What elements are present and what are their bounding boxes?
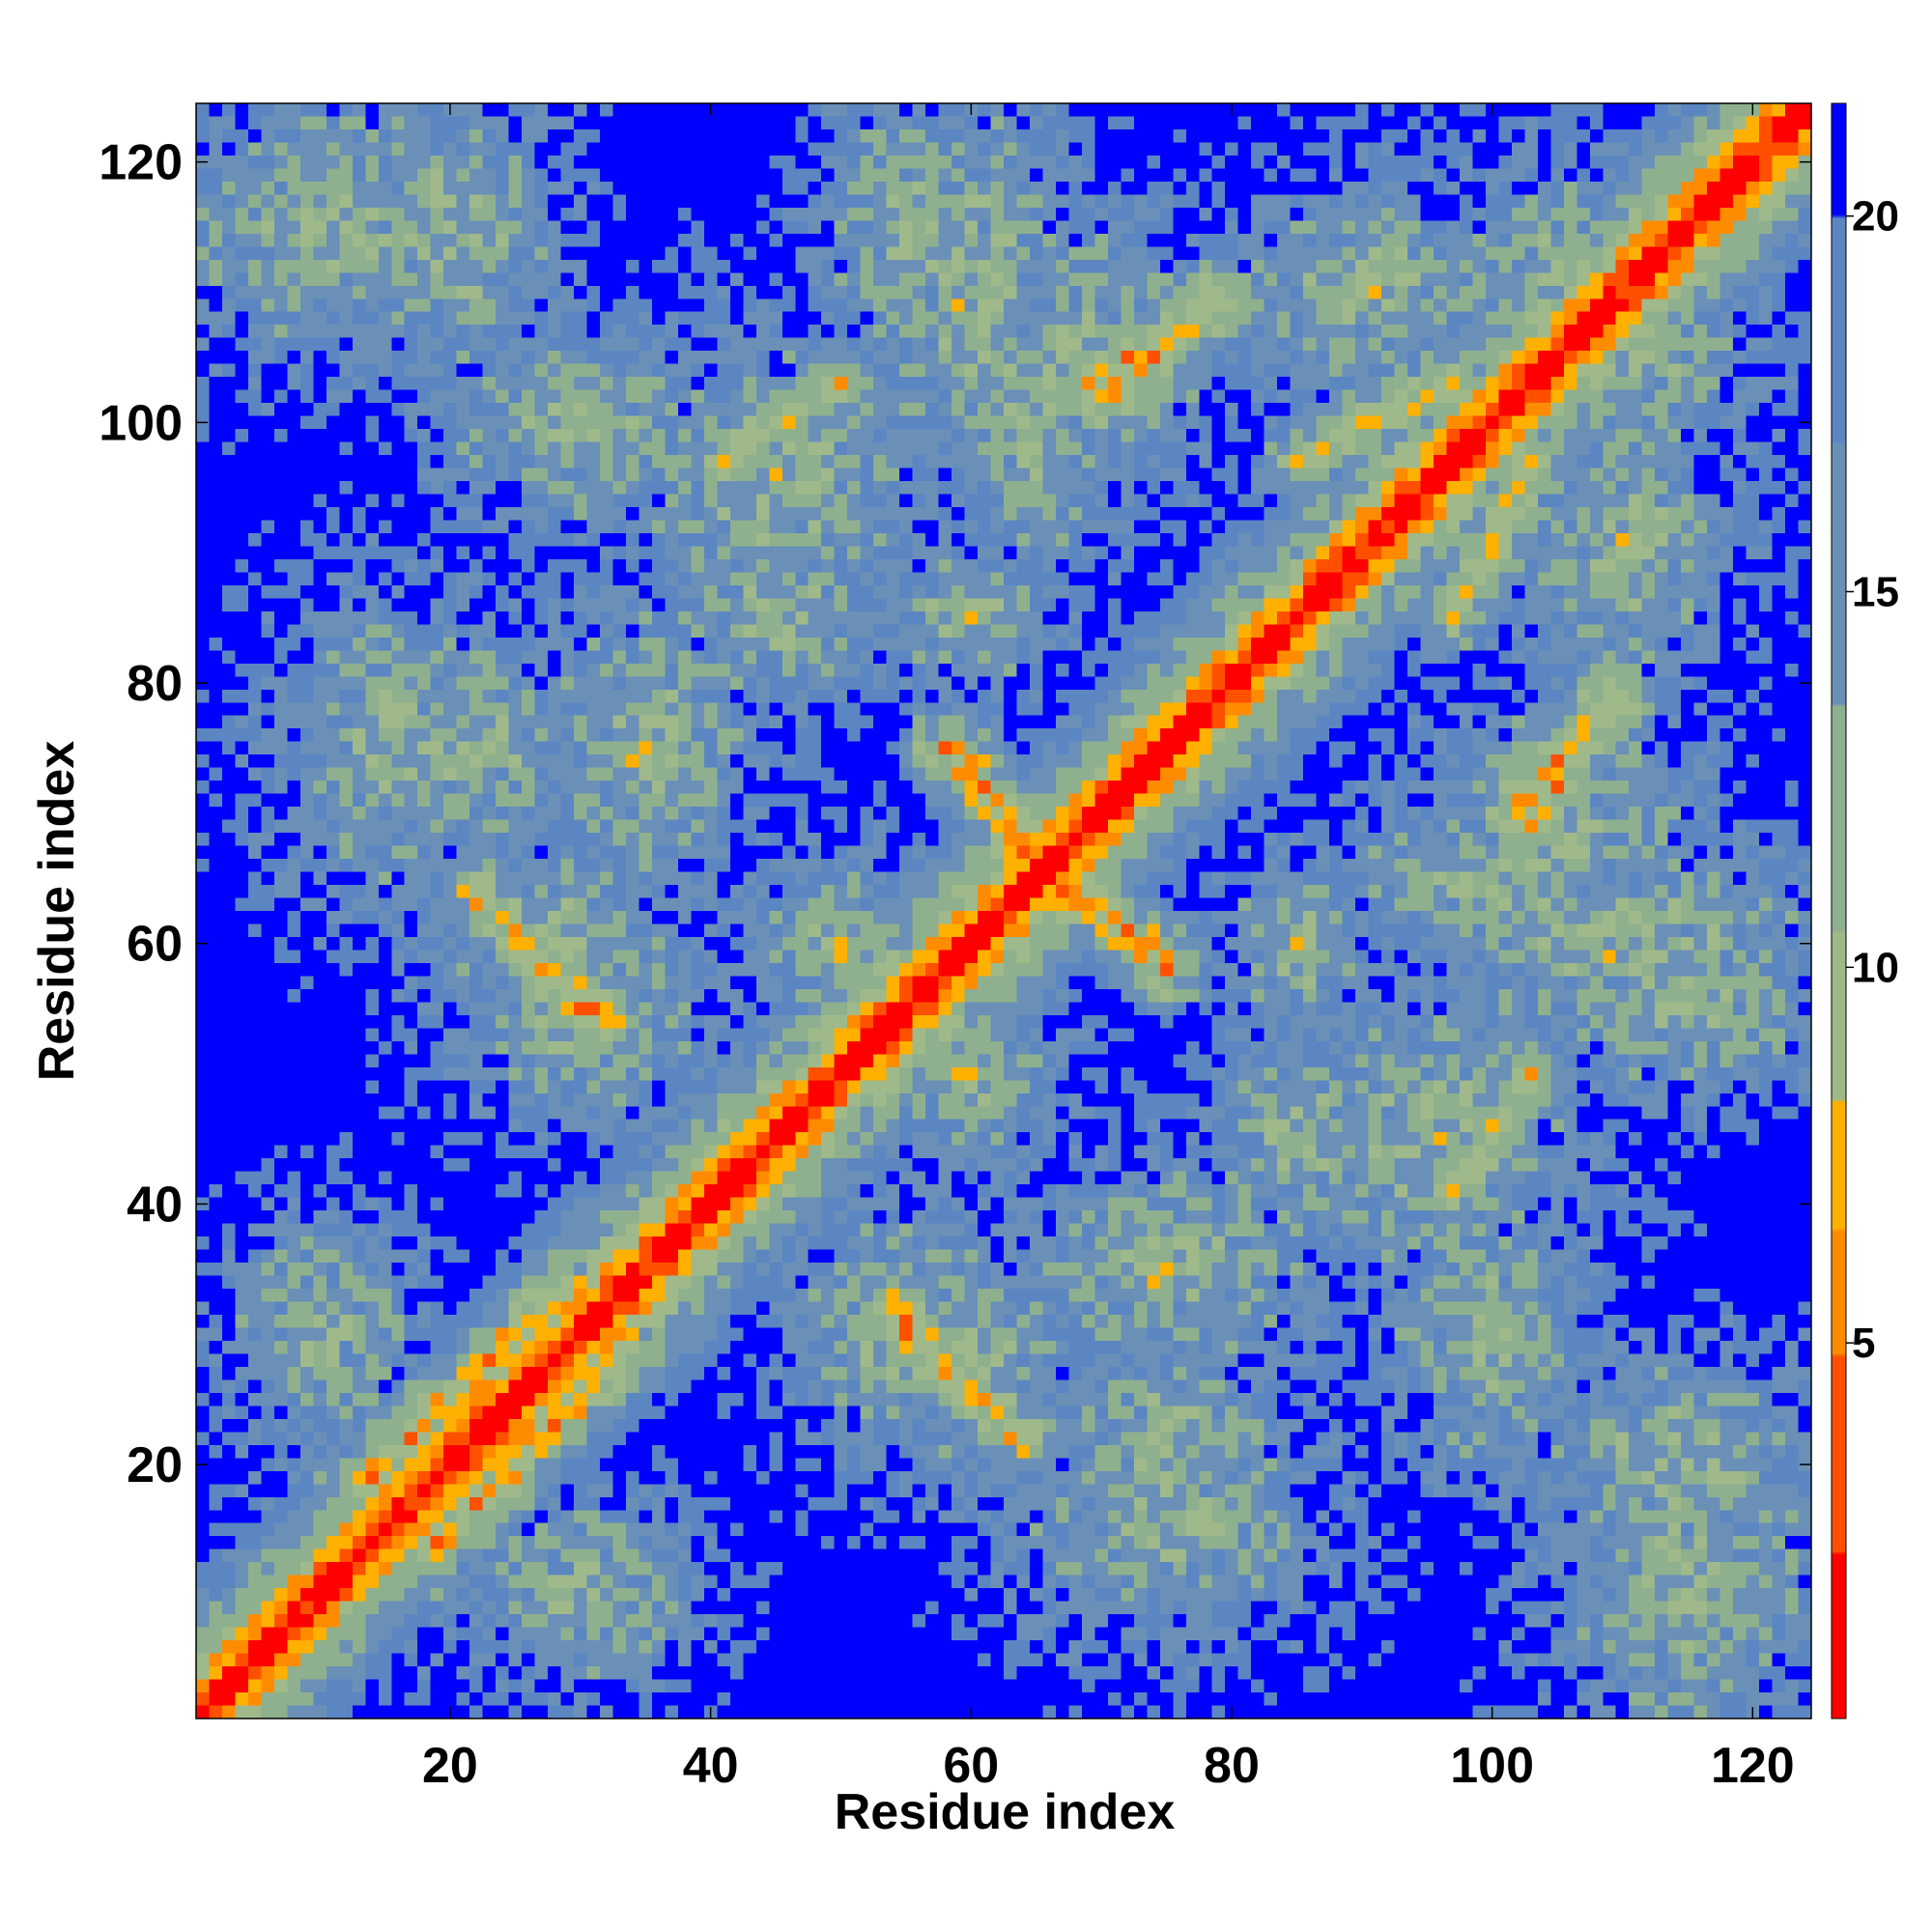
plot-frame	[195, 102, 1812, 1719]
y-tick-label: 20	[127, 1437, 183, 1493]
y-axis-ticks: 20 40 60 80 100 120	[99, 135, 1811, 1493]
x-axis-label: Residue index	[835, 1784, 1176, 1840]
heatmap-plot-area	[196, 103, 1811, 1719]
colorbar-ticks: 5 10 15 20	[1846, 193, 1899, 1367]
colorbar-tick-label: 5	[1852, 1320, 1875, 1367]
colorbar-tick-label: 10	[1852, 944, 1899, 991]
x-tick-label: 100	[1450, 1738, 1534, 1794]
x-tick-label: 120	[1711, 1738, 1795, 1794]
x-axis-ticks: 20 40 60 80 100 120	[422, 103, 1795, 1794]
x-tick-label: 40	[683, 1738, 739, 1794]
y-tick-label: 60	[127, 917, 183, 973]
y-tick-label: 120	[99, 135, 183, 191]
colorbar-tick-label: 15	[1852, 568, 1899, 615]
colorbar-tick-label: 20	[1852, 193, 1899, 241]
x-tick-label: 20	[422, 1738, 478, 1794]
colorbar	[1832, 103, 1846, 1719]
y-tick-label: 100	[99, 395, 183, 451]
y-tick-label: 40	[127, 1177, 183, 1233]
colorbar-frame	[1831, 102, 1847, 1719]
x-tick-label: 80	[1204, 1738, 1260, 1794]
y-axis-label: Residue index	[29, 741, 85, 1082]
y-tick-label: 80	[127, 656, 183, 712]
x-tick-label: 60	[943, 1738, 999, 1794]
